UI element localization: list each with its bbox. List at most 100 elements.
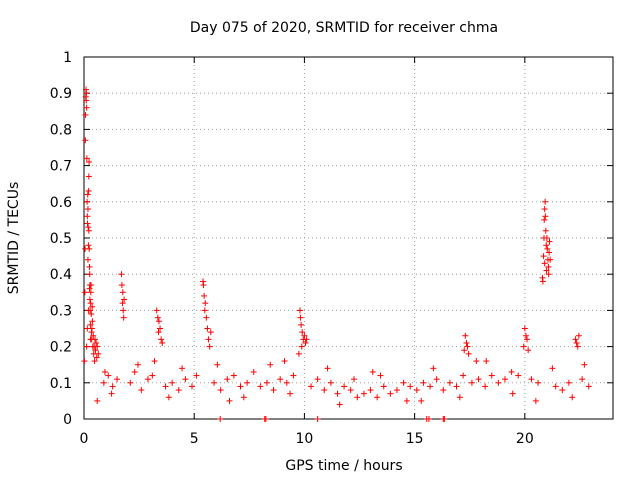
data-point (314, 376, 321, 383)
data-point (118, 282, 125, 289)
data-point (463, 339, 470, 346)
data-point (542, 213, 549, 220)
data-point (430, 365, 437, 372)
data-point (462, 332, 469, 339)
data-point (84, 256, 91, 263)
chart-title: Day 075 of 2020, SRMTID for receiver chm… (190, 20, 498, 36)
data-point (158, 336, 165, 343)
data-point (541, 260, 548, 267)
x-tick-label: 0 (80, 431, 89, 447)
data-point (488, 372, 495, 379)
data-point (515, 372, 522, 379)
data-point (585, 383, 592, 390)
data-point (86, 263, 93, 270)
data-point (114, 376, 121, 383)
data-point (87, 321, 94, 328)
data-point (205, 336, 212, 343)
data-point (321, 387, 328, 394)
data-point (151, 358, 158, 365)
data-point (303, 336, 310, 343)
data-point (542, 227, 549, 234)
data-point (495, 379, 502, 386)
data-point (400, 379, 407, 386)
data-point (86, 245, 93, 252)
data-point (297, 314, 304, 321)
data-point (287, 390, 294, 397)
data-point (89, 318, 96, 325)
data-point (520, 343, 527, 350)
data-point (93, 354, 100, 361)
data-point (532, 397, 539, 404)
data-point (85, 187, 92, 194)
data-point (87, 289, 94, 296)
data-point (351, 376, 358, 383)
data-point (464, 343, 471, 350)
data-point (109, 383, 116, 390)
data-point (119, 300, 126, 307)
data-point (441, 416, 448, 422)
data-point (369, 368, 376, 375)
data-point (525, 347, 532, 354)
data-point (413, 387, 420, 394)
data-point (377, 372, 384, 379)
data-point (524, 336, 531, 343)
data-point (539, 278, 546, 285)
data-point (214, 361, 221, 368)
data-point (360, 390, 367, 397)
data-point (475, 376, 482, 383)
data-point (453, 383, 460, 390)
data-point (543, 267, 550, 274)
data-point (546, 249, 553, 256)
data-point (211, 379, 218, 386)
data-point (193, 372, 200, 379)
data-point (105, 372, 112, 379)
data-point (94, 343, 101, 350)
data-point (203, 314, 210, 321)
data-point (93, 339, 100, 346)
data-point (581, 361, 588, 368)
y-tick-label: 0.2 (50, 340, 72, 356)
data-point (420, 379, 427, 386)
data-point (302, 339, 309, 346)
y-tick-label: 1 (63, 50, 72, 66)
data-point (91, 358, 98, 365)
data-point (407, 383, 414, 390)
data-point (217, 387, 224, 394)
x-tick-label: 10 (296, 431, 314, 447)
data-points (81, 86, 592, 422)
data-point (528, 376, 535, 383)
data-point (84, 220, 91, 227)
data-point (83, 155, 90, 162)
data-point (541, 206, 548, 213)
y-tick-label: 0.7 (50, 159, 72, 175)
data-point (540, 253, 547, 260)
data-point (277, 376, 284, 383)
data-point (85, 242, 92, 249)
data-point (179, 365, 186, 372)
data-point (200, 282, 207, 289)
data-point (574, 343, 581, 350)
data-point (281, 358, 288, 365)
x-tick-label: 5 (190, 431, 199, 447)
grid-lines (84, 57, 613, 419)
data-point (155, 329, 162, 336)
data-point (83, 343, 90, 350)
data-point (579, 376, 586, 383)
data-point (86, 296, 93, 303)
data-point (204, 325, 211, 332)
data-point (119, 289, 126, 296)
data-point (85, 173, 92, 180)
data-point (226, 397, 233, 404)
data-point (120, 307, 127, 314)
y-tick-label: 0 (63, 412, 72, 428)
data-point (92, 347, 99, 354)
y-axis-label: SRMTID / TECUs (6, 182, 22, 295)
data-point (460, 372, 467, 379)
data-point (509, 390, 516, 397)
data-point (81, 289, 88, 296)
data-point (155, 318, 162, 325)
data-point (189, 383, 196, 390)
data-point (182, 376, 189, 383)
data-point (521, 325, 528, 332)
data-point (149, 372, 156, 379)
